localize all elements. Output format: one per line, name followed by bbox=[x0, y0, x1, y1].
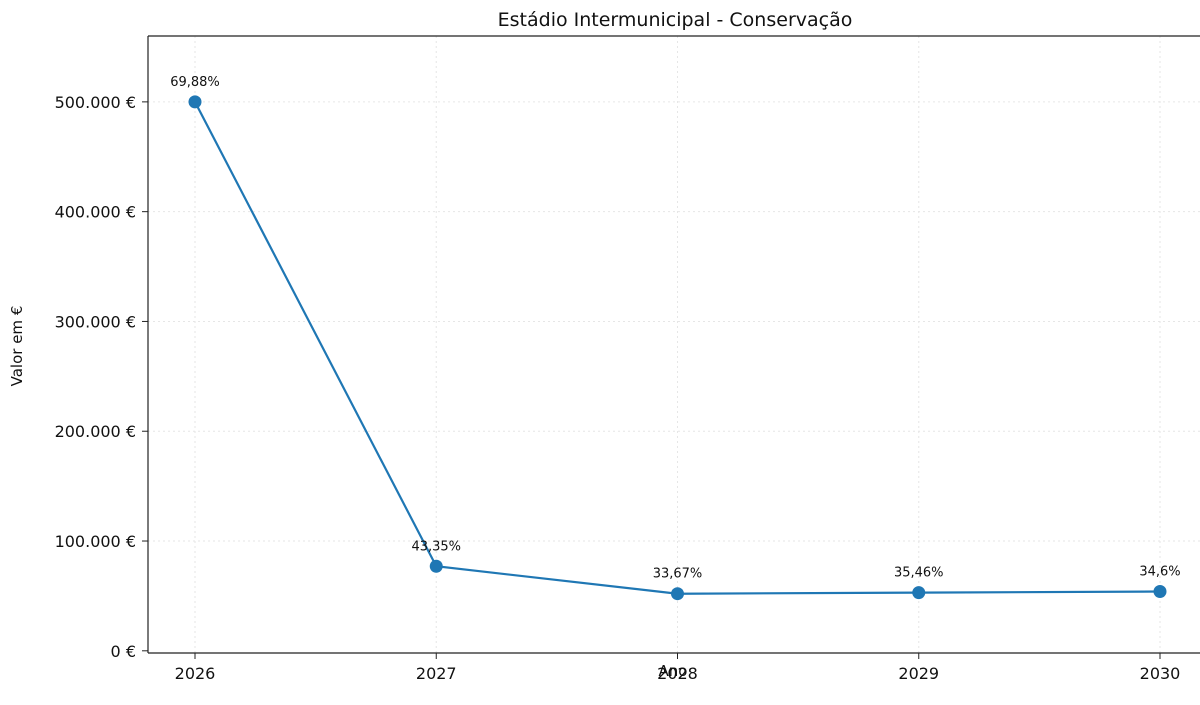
data-point bbox=[912, 586, 926, 600]
series-group bbox=[188, 95, 1167, 601]
y-tick-label: 400.000 € bbox=[55, 203, 136, 222]
x-tick-label: 2029 bbox=[898, 664, 939, 683]
y-axis-title: Valor em € bbox=[8, 306, 26, 387]
y-tick-label: 300.000 € bbox=[55, 312, 136, 331]
data-label: 35,46% bbox=[894, 566, 944, 581]
data-labels: 69,88% 43,35% 33,67% 35,46% 34,6% bbox=[170, 75, 1180, 582]
data-label: 69,88% bbox=[170, 75, 220, 90]
x-tick-label: 2027 bbox=[416, 664, 457, 683]
data-label: 34,6% bbox=[1139, 565, 1180, 580]
data-point bbox=[188, 95, 202, 109]
grid bbox=[148, 36, 1200, 653]
x-tick-label: 2030 bbox=[1140, 664, 1181, 683]
y-tick-label: 100.000 € bbox=[55, 532, 136, 551]
x-tick-label: 2026 bbox=[175, 664, 216, 683]
data-label: 43,35% bbox=[411, 539, 461, 554]
y-tick-label: 500.000 € bbox=[55, 93, 136, 112]
x-axis-title: Ano bbox=[659, 662, 688, 680]
axes bbox=[147, 35, 1200, 654]
x-tick-label: 2028 bbox=[657, 664, 698, 683]
y-tick-label: 200.000 € bbox=[55, 422, 136, 441]
y-tick-label: 0 € bbox=[111, 642, 136, 661]
chart-title: Estádio Intermunicipal - Conservação bbox=[498, 9, 853, 31]
data-point bbox=[1153, 585, 1167, 599]
data-point bbox=[671, 587, 684, 601]
data-point bbox=[429, 559, 443, 573]
data-label: 33,67% bbox=[653, 567, 703, 582]
ticks: 0 € 100.000 € 200.000 € 300.000 € 400.000 € 5… bbox=[55, 93, 1181, 683]
